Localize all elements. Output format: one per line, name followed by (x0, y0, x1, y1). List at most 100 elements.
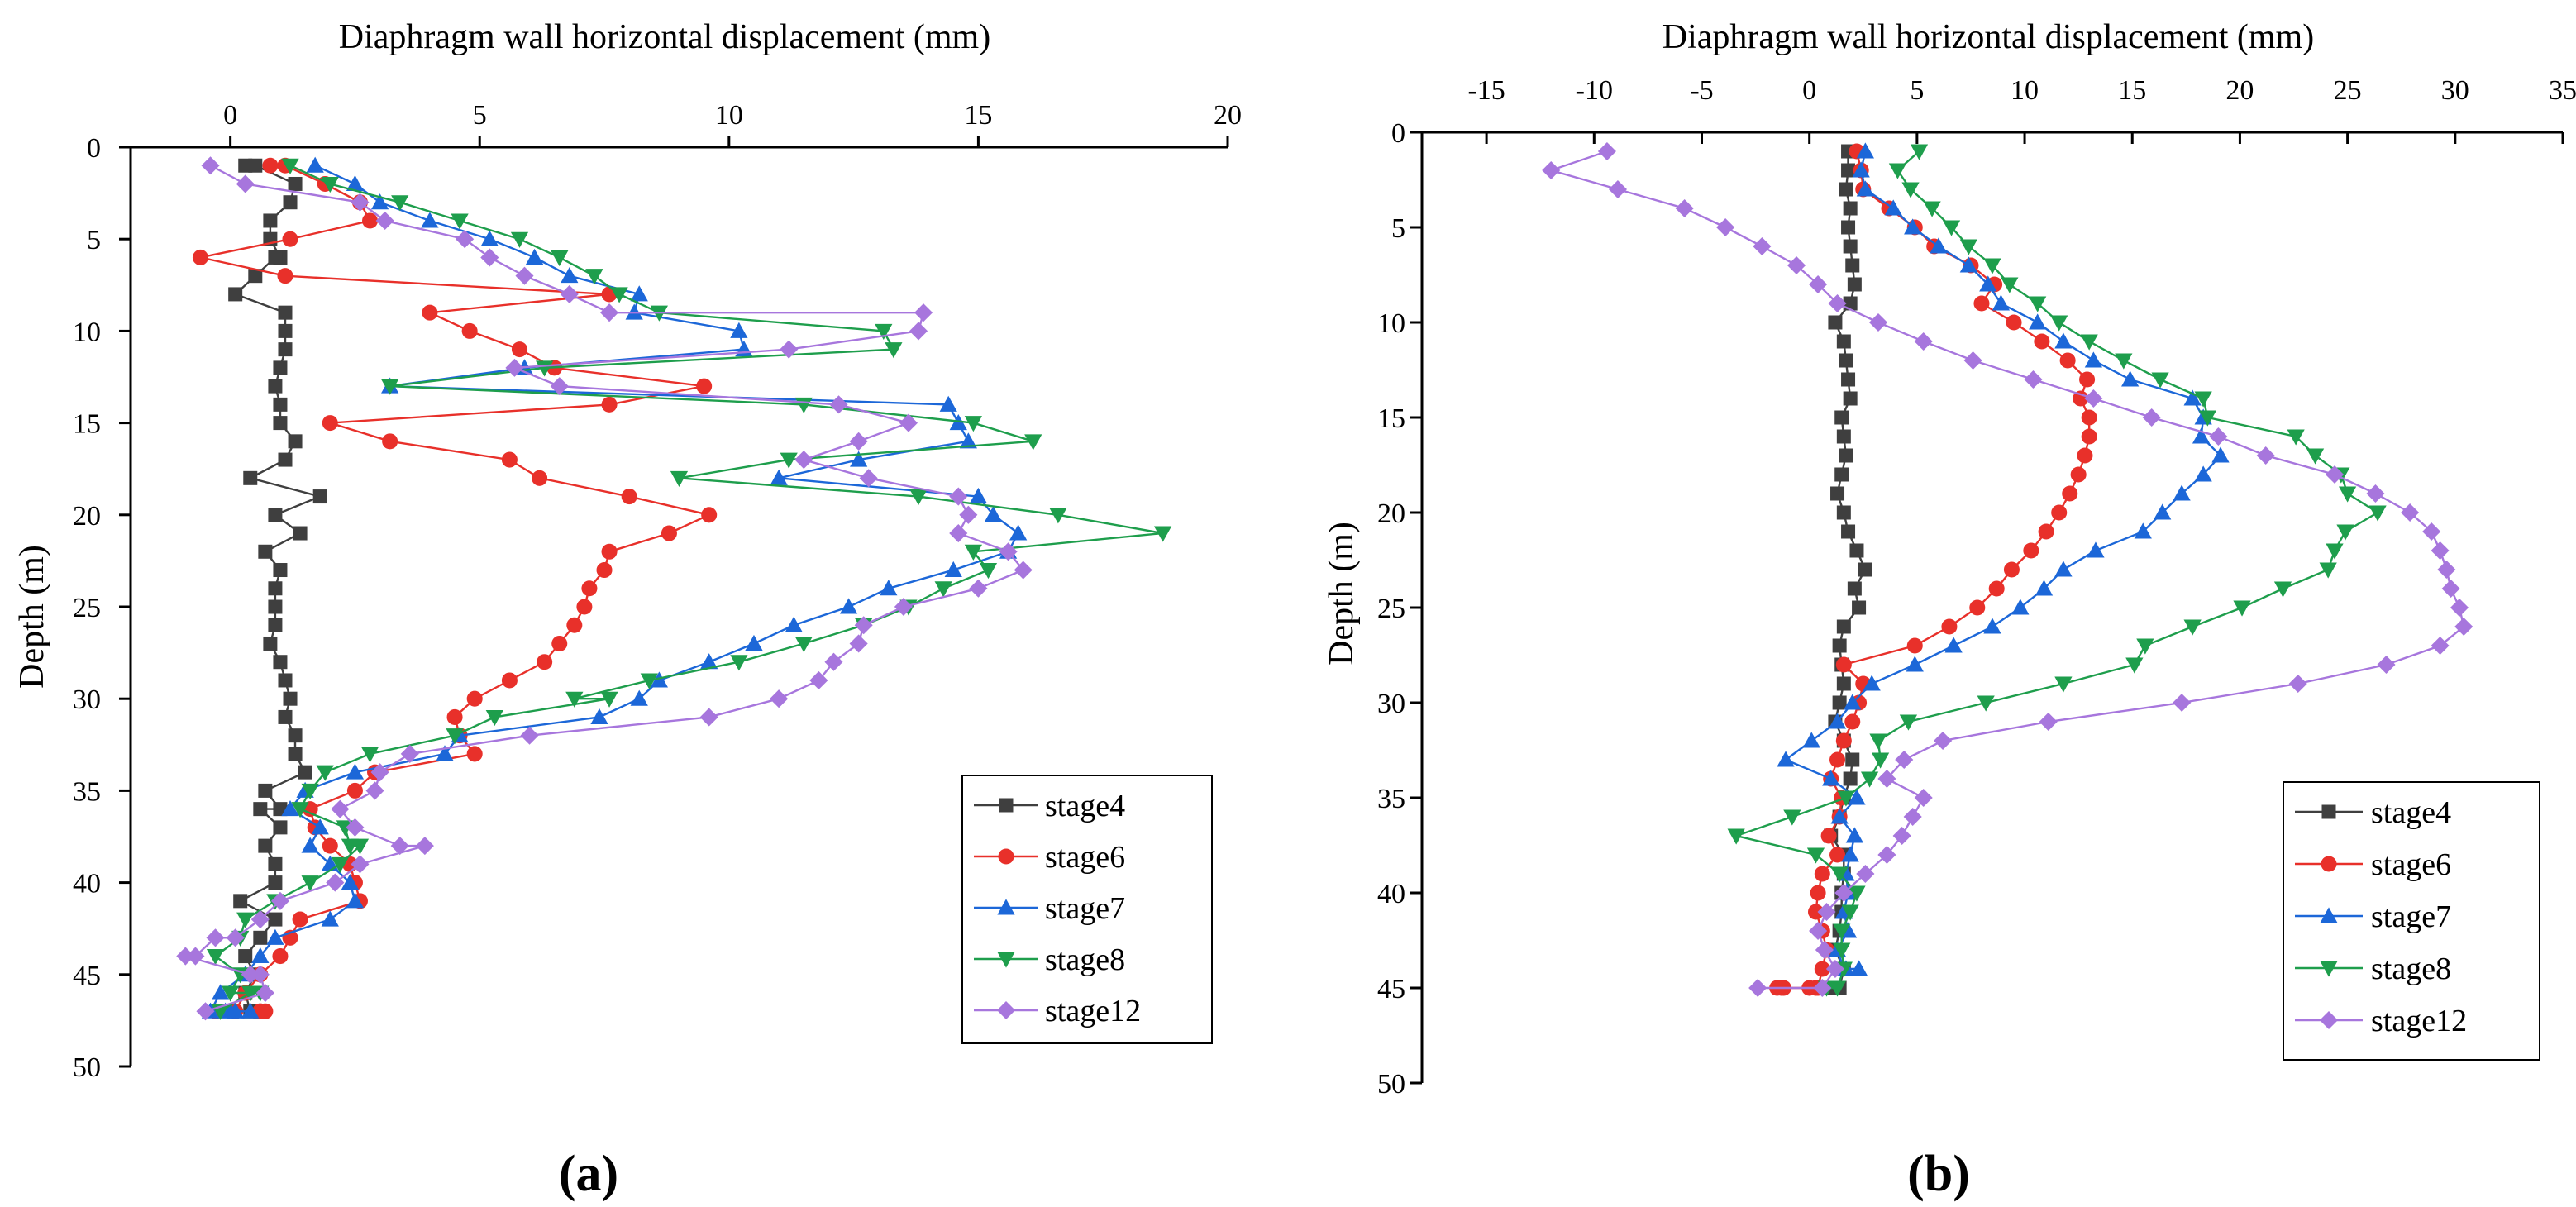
data-point-stage4 (1843, 239, 1858, 254)
data-point-stage7 (2035, 580, 2054, 596)
data-point-stage12 (456, 230, 475, 249)
data-point-stage7 (1856, 180, 1875, 197)
data-point-stage6 (551, 635, 568, 651)
data-point-stage8 (331, 856, 349, 873)
data-point-stage12 (1014, 561, 1033, 580)
data-point-stage4 (248, 269, 263, 284)
data-point-stage12 (2209, 427, 2228, 446)
data-point-stage8 (1837, 790, 1855, 807)
data-point-stage4 (1839, 182, 1853, 197)
y-tick-label: 10 (73, 317, 101, 347)
data-point-stage7 (1884, 199, 1902, 216)
data-point-stage7 (306, 156, 324, 173)
series-line-stage12 (1548, 150, 2465, 990)
data-point-stage4 (1832, 695, 1847, 710)
data-point-stage12 (909, 322, 928, 341)
x-tick-label: 5 (473, 100, 487, 131)
series-line-stage8 (1732, 150, 2380, 990)
data-point-stage7 (1802, 732, 1820, 748)
panel-a: Diaphragm wall horizontal displacement (… (0, 0, 1273, 1207)
data-point-stage8 (1833, 942, 1851, 959)
data-point-stage4 (1834, 467, 1849, 482)
data-point-stage12 (236, 174, 255, 193)
data-point-stage4 (1841, 524, 1856, 539)
data-point-stage7 (630, 689, 648, 706)
data-point-stage8 (241, 985, 260, 1002)
data-point-stage4 (273, 655, 288, 670)
data-point-stage12 (794, 451, 813, 470)
panel-a-title: Diaphragm wall horizontal displacement (… (339, 18, 990, 56)
y-tick-label: 15 (1377, 403, 1405, 434)
y-tick-label: 30 (1377, 689, 1405, 719)
data-point-stage8 (1977, 695, 1995, 712)
data-point-stage8 (2115, 353, 2133, 370)
data-point-stage6 (2062, 485, 2078, 502)
data-point-stage7 (241, 1002, 260, 1019)
data-point-stage4 (298, 765, 312, 780)
data-point-stage8 (1901, 182, 1920, 198)
data-point-stage12 (390, 837, 409, 856)
data-point-stage4 (1839, 353, 1853, 368)
data-point-stage4 (1841, 163, 1856, 178)
y-tick-label: 10 (1377, 308, 1405, 339)
data-point-stage7 (341, 873, 360, 890)
data-point-stage12 (1877, 769, 1896, 789)
data-point-stage4 (268, 250, 283, 265)
data-point-stage12 (770, 689, 789, 708)
data-point-stage7 (281, 800, 299, 817)
data-point-stage4 (1845, 752, 1860, 767)
data-point-stage7 (370, 193, 389, 210)
data-point-stage12 (365, 781, 384, 800)
data-point-stage12 (1597, 141, 1616, 161)
data-point-stage12 (241, 965, 260, 984)
data-point-stage12 (520, 726, 539, 745)
data-point-stage4 (1843, 771, 1858, 786)
data-point-stage12 (829, 395, 848, 414)
data-point-stage8 (2273, 581, 2292, 598)
data-point-stage12 (1748, 978, 1767, 998)
x-tick-label: 25 (2334, 75, 2362, 106)
data-point-stage6 (696, 378, 713, 394)
legend-label: stage8 (1045, 942, 1125, 977)
data-point-stage12 (2142, 408, 2161, 427)
data-point-stage7 (939, 395, 957, 412)
data-point-stage4 (268, 618, 283, 632)
legend-swatch-marker (996, 1000, 1016, 1020)
data-point-stage8 (1923, 201, 1941, 217)
legend-swatch-marker (997, 899, 1015, 915)
data-point-stage12 (326, 873, 345, 892)
data-point-stage12 (2437, 560, 2456, 580)
data-point-stage7 (2192, 427, 2211, 444)
legend-swatch-marker (999, 798, 1014, 813)
data-point-stage6 (2081, 428, 2097, 445)
data-point-stage6 (2070, 466, 2087, 483)
data-point-stage4 (288, 176, 303, 191)
legend-swatch-marker (998, 848, 1014, 865)
data-point-stage4 (253, 930, 268, 945)
data-point-stage7 (1983, 618, 2001, 634)
legend-swatch-marker (997, 952, 1015, 968)
data-point-stage7 (730, 322, 748, 338)
data-point-stage7 (421, 212, 439, 228)
data-point-stage4 (1847, 277, 1862, 292)
data-point-stage6 (282, 231, 298, 247)
data-point-stage7 (880, 580, 898, 596)
data-point-stage8 (1806, 847, 1825, 864)
data-point-stage8 (1942, 220, 1961, 236)
data-point-stage4 (1849, 543, 1864, 558)
data-point-stage12 (969, 579, 988, 598)
x-tick-label: 15 (964, 100, 992, 131)
data-point-stage8 (1899, 714, 1918, 731)
data-point-stage4 (263, 636, 278, 651)
data-point-stage8 (794, 636, 813, 653)
data-point-stage4 (278, 305, 293, 320)
data-point-stage7 (944, 561, 962, 578)
data-point-stage8 (1833, 923, 1851, 940)
data-point-stage6 (2081, 409, 2097, 426)
data-point-stage7 (785, 616, 803, 632)
data-point-stage7 (1828, 713, 1847, 729)
data-point-stage4 (1836, 429, 1851, 444)
y-tick-label: 15 (73, 409, 101, 440)
data-point-stage12 (859, 469, 878, 488)
data-point-stage6 (446, 708, 463, 725)
